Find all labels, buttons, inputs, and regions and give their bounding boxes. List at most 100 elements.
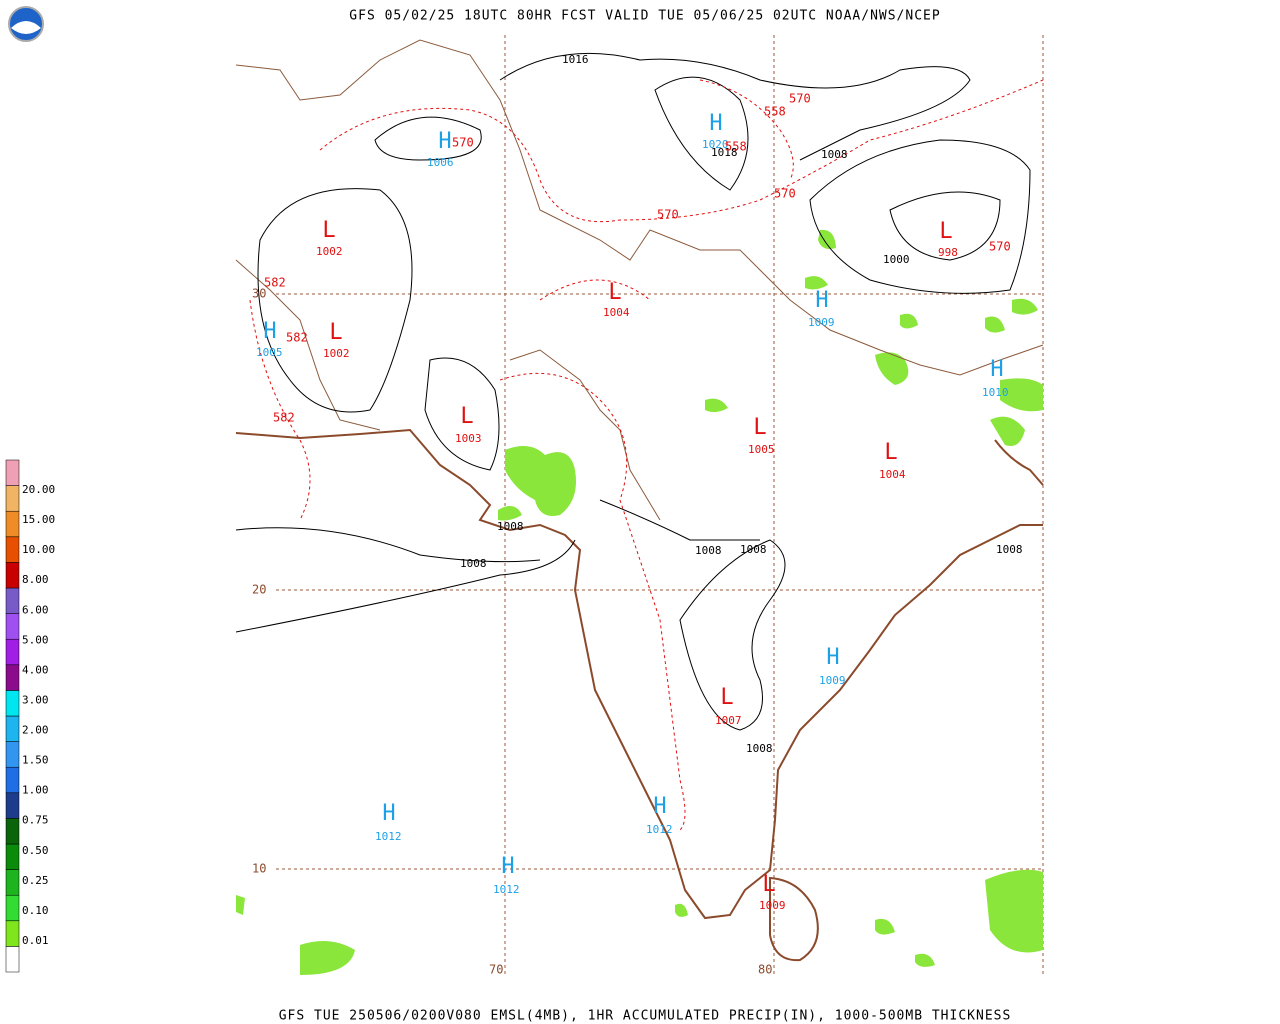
legend-swatch	[5, 869, 20, 896]
center-letter: H	[438, 129, 451, 154]
legend-swatch	[5, 792, 20, 819]
legend-swatch	[5, 818, 20, 845]
center-value: 1005	[748, 443, 775, 456]
legend-label: 5.00	[22, 633, 49, 646]
legend: 0.01 0.10 0.25 0.50 0.75 1.00 1.50 2.00 3.00 4.00…	[5, 459, 55, 973]
thickness-label: 582	[273, 411, 295, 425]
footer: GFS TUE 250506/0200V080 EMSL(4MB), 1HR A…	[279, 1009, 1012, 1024]
thickness-label: 582	[264, 276, 286, 290]
thickness-label: 570	[989, 240, 1011, 254]
center-letter: L	[460, 404, 473, 429]
isobar-label: 1008	[746, 742, 773, 755]
center-value: 1012	[646, 823, 673, 836]
isobar-label: 1016	[562, 53, 589, 66]
coastlines	[235, 428, 1044, 962]
legend-label: 3.00	[22, 693, 49, 706]
center-letter: H	[826, 645, 839, 670]
thickness-label: 570	[452, 136, 474, 150]
center-value: 1012	[375, 830, 402, 843]
grid-label: 10	[252, 862, 266, 876]
legend-label: 20.00	[22, 483, 55, 496]
center-letter: L	[939, 219, 952, 244]
legend-label: 0.25	[22, 874, 49, 887]
center-value: 1007	[715, 714, 742, 727]
center-value: 1009	[819, 674, 846, 687]
legend-swatch	[5, 741, 20, 768]
thickness-label: 558	[725, 140, 747, 154]
legend-swatch	[5, 510, 20, 538]
thickness-contours	[249, 79, 1044, 831]
legend-swatch	[5, 587, 20, 614]
legend-label: 1.50	[22, 754, 49, 767]
thickness-label: 570	[789, 92, 811, 106]
thickness-label: 582	[286, 331, 308, 345]
isobar-label: 1008	[695, 544, 722, 557]
center-letter: L	[608, 280, 621, 305]
legend-label: 2.00	[22, 724, 49, 737]
legend-label: 0.10	[22, 904, 49, 917]
thickness-label: 570	[657, 208, 679, 222]
title: GFS 05/02/25 18UTC 80HR FCST VALID TUE 0…	[349, 9, 940, 24]
center-value: 1002	[316, 245, 343, 258]
borders	[235, 39, 1044, 521]
legend-swatch	[5, 613, 20, 640]
center-value: 1010	[982, 386, 1009, 399]
legend-swatch	[5, 690, 20, 717]
center-letter: H	[653, 794, 666, 819]
thickness-label: 570	[774, 187, 796, 201]
legend-label: 4.00	[22, 663, 49, 676]
legend-swatch	[5, 536, 20, 563]
center-value: 1006	[427, 156, 454, 169]
legend-swatch	[5, 766, 20, 794]
center-value: 998	[938, 246, 958, 259]
center-value: 1009	[808, 316, 835, 329]
legend-label: 1.00	[22, 784, 49, 797]
center-value: 1009	[759, 899, 786, 912]
center-letter: H	[709, 111, 722, 136]
center-letter: L	[884, 440, 897, 465]
legend-swatch	[5, 459, 20, 486]
center-value: 1003	[455, 432, 482, 445]
isobar-label: 1008	[740, 543, 767, 556]
legend-swatch	[5, 638, 20, 666]
grid-lines	[276, 35, 1044, 977]
legend-swatch	[5, 843, 20, 870]
legend-swatch	[5, 894, 20, 922]
center-value: 1002	[323, 347, 350, 360]
legend-swatch	[5, 485, 20, 512]
grid-label: 70	[489, 963, 503, 977]
isobar-label: 1008	[497, 520, 524, 533]
grid-label: 80	[758, 963, 772, 977]
center-value: 1004	[603, 306, 630, 319]
center-letter: L	[322, 218, 335, 243]
legend-label: 6.00	[22, 603, 49, 616]
center-value: 1004	[879, 468, 906, 481]
legend-label: 0.01	[22, 934, 49, 947]
legend-swatch	[5, 946, 20, 973]
thickness-label: 558	[764, 105, 786, 119]
noaa-logo	[8, 6, 44, 42]
isobar-label: 1000	[883, 253, 910, 266]
center-value: 1012	[493, 883, 520, 896]
legend-label: 15.00	[22, 513, 55, 526]
center-value: 1005	[256, 346, 283, 359]
precipitation	[236, 229, 1043, 975]
isobar-label: 1008	[460, 557, 487, 570]
isobar-label: 1008	[821, 148, 848, 161]
center-letter: H	[501, 854, 514, 879]
center-letter: L	[753, 415, 766, 440]
legend-label: 8.00	[22, 573, 49, 586]
legend-label: 10.00	[22, 543, 55, 556]
legend-swatch	[5, 715, 20, 742]
center-letter: L	[329, 320, 342, 345]
isobars	[235, 52, 1031, 731]
legend-swatch	[5, 562, 20, 589]
legend-swatch	[5, 920, 20, 947]
center-value: 1020	[702, 138, 729, 151]
center-letter: H	[990, 357, 1003, 382]
center-letter: H	[815, 288, 828, 313]
center-letter: H	[263, 319, 276, 344]
